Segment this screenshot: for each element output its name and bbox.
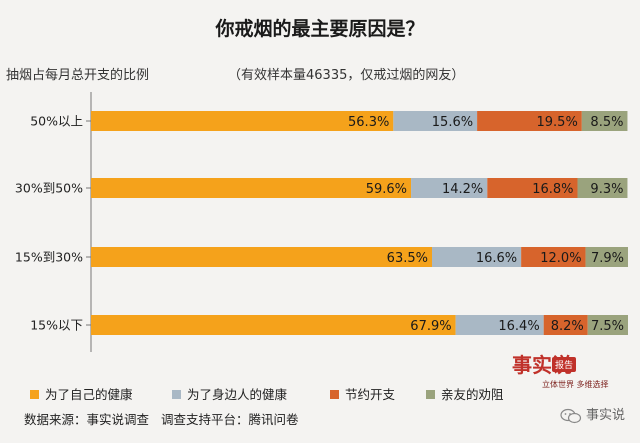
legend-label: 节约开支 [345,387,396,402]
legend-item-others-health: 为了身边人的健康 [172,384,287,403]
category-label: 15%以下 [30,318,83,333]
legend-swatch [30,390,39,399]
chart-subtitle: （有效样本量46335，仅戒过烟的网友） [228,68,465,83]
legend-label: 为了身边人的健康 [187,387,288,402]
bar-segment [91,178,412,198]
bar-segment [393,111,478,131]
survey-platform-text: 调查支持平台：腾讯问卷 [161,412,299,427]
data-label: 63.5% [387,251,428,266]
legend-item-self-health: 为了自己的健康 [30,384,133,403]
data-label: 15.6% [432,115,473,130]
bar-segment [581,111,628,131]
bar-segment [91,247,432,267]
bar-segment [487,178,578,198]
category-label: 15%到30% [15,250,83,265]
legend-swatch [330,390,339,399]
legend-label: 亲友的劝阻 [441,387,504,402]
bar-segment [431,247,522,267]
bar-segment [455,315,544,335]
legend-item-family-persuasion: 亲友的劝阻 [426,384,504,403]
wechat-watermark: 事实说 [560,404,625,424]
chart-title: 你戒烟的最主要原因是？ [215,18,425,40]
stacked-bar-chart: 50%以上 56.3% 15.6% 19.5% 8.5% 30%到50% 59.6% 14.2… [15,92,628,352]
brand-stamp: 事实说 报告 立体世界 多维选择 [512,355,609,407]
data-label: 56.3% [348,115,389,130]
bar-segment [91,315,456,335]
category-label: 50%以上 [30,114,83,129]
data-label: 14.2% [442,182,483,197]
brand-stamp-slogan: 立体世界 多维选择 [542,380,609,389]
legend-swatch [426,390,435,399]
wechat-icon [560,408,582,423]
data-label: 7.5% [591,319,624,334]
category-label: 30%到50% [15,181,83,196]
bar-segment [477,111,582,131]
data-label: 16.4% [498,319,539,334]
bar-segment [543,315,588,335]
brand-stamp-badge: 报告 [552,357,577,372]
data-label: 16.6% [476,251,517,266]
data-label: 59.6% [366,182,407,197]
data-label: 8.5% [590,115,623,130]
legend-label: 为了自己的健康 [45,387,133,402]
bar-segment [521,247,586,267]
legend-item-save-money: 节约开支 [330,384,395,403]
data-label: 12.0% [540,251,581,266]
data-label: 19.5% [537,115,578,130]
data-label: 16.8% [532,182,573,197]
data-source: 数据来源：事实说调查 调查支持平台：腾讯问卷 [24,409,299,428]
data-source-text: 数据来源：事实说调查 [24,412,150,427]
data-label: 67.9% [410,319,451,334]
bar-segment [91,111,394,131]
bar-segment [577,178,628,198]
legend-swatch [172,390,181,399]
data-label: 9.3% [590,182,623,197]
bar-segment [585,247,628,267]
y-axis-label: 抽烟占每月总开支的比例 [6,68,150,83]
data-label: 8.2% [551,319,584,334]
bar-segment [587,315,628,335]
bar-segment [411,178,488,198]
data-label: 7.9% [591,251,624,266]
wechat-watermark-text: 事实说 [586,408,626,423]
